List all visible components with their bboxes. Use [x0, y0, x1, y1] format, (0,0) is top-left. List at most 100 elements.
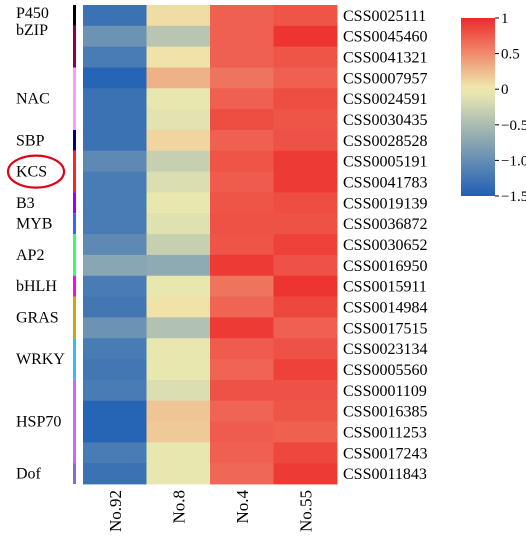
group-bar — [73, 234, 76, 276]
heatmap-cell — [83, 275, 147, 297]
heatmap-cell — [273, 338, 338, 360]
heatmap-cell — [146, 67, 211, 89]
heatmap-cell — [210, 421, 274, 443]
heatmap-cell — [83, 88, 147, 110]
row-label: CSS0014984 — [343, 299, 427, 316]
heatmap-cell — [210, 25, 274, 48]
heatmap-cell — [210, 275, 274, 297]
heatmap-cell — [210, 150, 274, 173]
colorbar-tick-label: −0.5 — [501, 118, 526, 134]
heatmap-cell — [146, 150, 211, 173]
heatmap-cell — [146, 46, 211, 68]
group-label: WRKY — [16, 351, 65, 368]
row-label: CSS0019139 — [343, 195, 427, 212]
colorbar-tick-label: 0 — [501, 82, 509, 98]
colorbar-gradient — [461, 18, 495, 196]
group-label: KCS — [16, 164, 47, 181]
group-label: AP2 — [16, 247, 44, 264]
heatmap-cell — [146, 359, 211, 381]
heatmap-cell — [273, 317, 338, 339]
group-bar — [73, 338, 76, 380]
heatmap-cell — [273, 88, 338, 110]
heatmap-cell — [273, 213, 338, 235]
heatmap-cell — [273, 442, 338, 464]
heatmap-cell — [83, 192, 147, 214]
row-label: CSS0036872 — [343, 216, 427, 233]
heatmap-cell — [146, 25, 211, 48]
row-label: CSS0030435 — [343, 112, 427, 129]
group-bar — [73, 463, 76, 484]
row-label: CSS0023134 — [343, 341, 427, 358]
heatmap-cell — [83, 46, 147, 68]
heatmap-cell — [146, 234, 211, 256]
group-label: NAC — [16, 91, 50, 108]
heatmap-cell — [273, 171, 338, 193]
heatmap-cell — [210, 338, 274, 360]
group-bar — [73, 5, 76, 26]
heatmap-cell — [146, 275, 211, 297]
heatmap-cell — [146, 192, 211, 214]
group-label: HSP70 — [16, 414, 61, 431]
heatmap-cell — [83, 25, 147, 48]
column-label: No.4 — [233, 490, 252, 524]
heatmap-cell — [210, 46, 274, 68]
heatmap-cell — [273, 109, 338, 131]
heatmap-cell — [83, 254, 147, 277]
heatmap-cell — [83, 109, 147, 131]
row-label: CSS0041783 — [343, 175, 427, 192]
heatmap-cell — [273, 150, 338, 173]
column-label: No.8 — [169, 490, 188, 524]
heatmap-cell — [83, 129, 147, 152]
group-label: bZIP — [16, 22, 48, 39]
row-label: CSS0001109 — [343, 383, 427, 400]
column-label: No.92 — [106, 490, 125, 532]
heatmap-cell — [83, 400, 147, 422]
heatmap-cell — [146, 109, 211, 131]
row-label: CSS0028528 — [343, 133, 427, 150]
heatmap-cell — [210, 463, 274, 485]
row-label: CSS0016385 — [343, 404, 427, 421]
heatmap-cell — [273, 5, 338, 27]
heatmap-cell — [210, 400, 274, 422]
heatmap-cell — [83, 338, 147, 360]
row-label: CSS0017515 — [343, 320, 427, 337]
heatmap-cell — [273, 234, 338, 256]
group-label: B3 — [16, 195, 35, 212]
heatmap-cell — [273, 400, 338, 422]
group-bar — [73, 67, 76, 130]
group-bar — [73, 192, 76, 214]
heatmap-cell — [146, 296, 211, 318]
heatmap-cell — [210, 442, 274, 464]
group-label: SBP — [16, 132, 45, 149]
heatmap-cell — [273, 67, 338, 89]
group-label: Dof — [16, 466, 42, 483]
heatmap-cell — [146, 317, 211, 339]
group-label: MYB — [16, 216, 52, 233]
heatmap-cell — [146, 254, 211, 277]
group-bars — [73, 5, 76, 484]
heatmap-cell — [146, 421, 211, 443]
heatmap-cell — [83, 234, 147, 256]
row-labels: CSS0025111 CSS0045460 CSS0041321 CSS0007957… — [343, 8, 427, 483]
heatmap-cell — [210, 359, 274, 381]
heatmap-cell — [273, 296, 338, 318]
heatmap-cell — [273, 275, 338, 297]
colorbar: 1 0.5 0 −0.5 −1.0 −1.5 — [461, 11, 526, 205]
row-label: CSS0011253 — [343, 424, 427, 441]
heatmap-cell — [83, 463, 147, 485]
colorbar-tick-label: 0.5 — [501, 47, 520, 63]
heatmap-cell — [210, 317, 274, 339]
row-label: CSS0007957 — [343, 70, 427, 87]
row-label: CSS0016950 — [343, 258, 427, 275]
group-bar — [73, 213, 76, 235]
heatmap-cell — [146, 213, 211, 235]
heatmap-cell — [83, 317, 147, 339]
heatmap-cell — [83, 67, 147, 89]
heatmap-cell — [210, 171, 274, 193]
colorbar-tick-label: −1.5 — [501, 189, 526, 205]
colorbar-tick-label: 1 — [501, 11, 509, 27]
heatmap-cell — [210, 67, 274, 89]
heatmap-cell — [146, 5, 211, 27]
heatmap-cell — [273, 359, 338, 381]
row-label: CSS0005191 — [343, 154, 427, 171]
